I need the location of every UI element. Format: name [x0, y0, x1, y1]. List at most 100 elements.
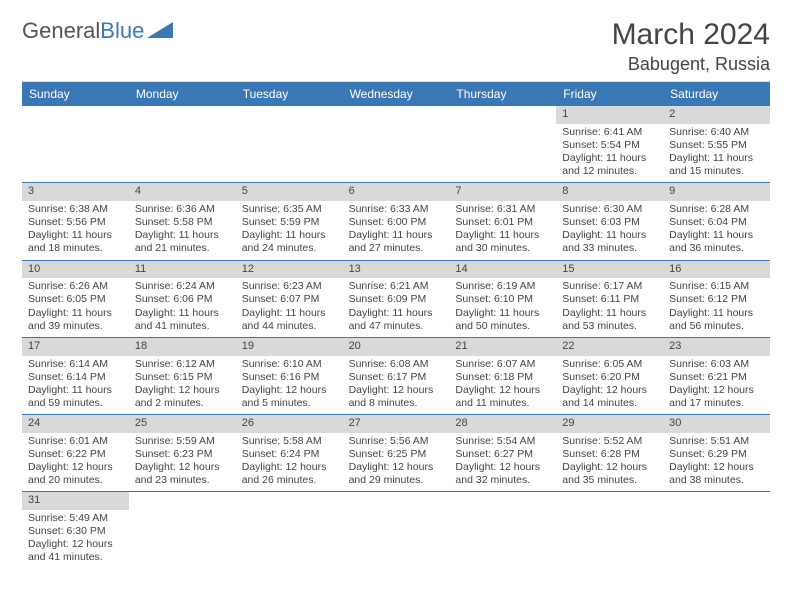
daylight-line: Daylight: 11 hours and 15 minutes. [669, 152, 764, 178]
sunset-line: Sunset: 6:29 PM [669, 448, 764, 461]
calendar-day-cell: 19Sunrise: 6:10 AMSunset: 6:16 PMDayligh… [236, 338, 343, 415]
daylight-line: Daylight: 12 hours and 2 minutes. [135, 384, 230, 410]
calendar-day-cell: 9Sunrise: 6:28 AMSunset: 6:04 PMDaylight… [663, 183, 770, 260]
calendar-day-cell: 21Sunrise: 6:07 AMSunset: 6:18 PMDayligh… [449, 338, 556, 415]
sunset-line: Sunset: 6:06 PM [135, 293, 230, 306]
sunrise-line: Sunrise: 6:26 AM [28, 280, 123, 293]
daylight-line: Daylight: 11 hours and 47 minutes. [349, 307, 444, 333]
calendar-day-cell: 18Sunrise: 6:12 AMSunset: 6:15 PMDayligh… [129, 338, 236, 415]
calendar-blank-cell [129, 106, 236, 183]
day-number: 27 [343, 415, 450, 433]
day-number: 15 [556, 261, 663, 279]
weekday-header: Tuesday [236, 82, 343, 106]
sunrise-line: Sunrise: 5:52 AM [562, 435, 657, 448]
sunset-line: Sunset: 6:27 PM [455, 448, 550, 461]
day-number: 22 [556, 338, 663, 356]
daylight-line: Daylight: 12 hours and 23 minutes. [135, 461, 230, 487]
weekday-header: Sunday [22, 82, 129, 106]
calendar-day-cell: 16Sunrise: 6:15 AMSunset: 6:12 PMDayligh… [663, 261, 770, 338]
logo-triangle-icon [147, 18, 173, 44]
daylight-line: Daylight: 11 hours and 53 minutes. [562, 307, 657, 333]
calendar-day-cell: 20Sunrise: 6:08 AMSunset: 6:17 PMDayligh… [343, 338, 450, 415]
daylight-line: Daylight: 11 hours and 56 minutes. [669, 307, 764, 333]
day-number: 11 [129, 261, 236, 279]
day-number: 4 [129, 183, 236, 201]
calendar-day-cell: 24Sunrise: 6:01 AMSunset: 6:22 PMDayligh… [22, 415, 129, 492]
sunrise-line: Sunrise: 6:33 AM [349, 203, 444, 216]
sunset-line: Sunset: 6:12 PM [669, 293, 764, 306]
sunrise-line: Sunrise: 6:30 AM [562, 203, 657, 216]
weekday-header: Friday [556, 82, 663, 106]
calendar-blank-cell [22, 106, 129, 183]
sunset-line: Sunset: 6:20 PM [562, 371, 657, 384]
sunset-line: Sunset: 5:54 PM [562, 139, 657, 152]
sunset-line: Sunset: 6:01 PM [455, 216, 550, 229]
day-number: 9 [663, 183, 770, 201]
day-number: 10 [22, 261, 129, 279]
sunset-line: Sunset: 6:30 PM [28, 525, 123, 538]
sunset-line: Sunset: 6:05 PM [28, 293, 123, 306]
calendar-day-cell: 6Sunrise: 6:33 AMSunset: 6:00 PMDaylight… [343, 183, 450, 260]
location: Babugent, Russia [612, 54, 770, 75]
daylight-line: Daylight: 12 hours and 29 minutes. [349, 461, 444, 487]
sunset-line: Sunset: 6:00 PM [349, 216, 444, 229]
sunrise-line: Sunrise: 6:24 AM [135, 280, 230, 293]
day-number: 18 [129, 338, 236, 356]
calendar-day-cell: 11Sunrise: 6:24 AMSunset: 6:06 PMDayligh… [129, 261, 236, 338]
day-number: 20 [343, 338, 450, 356]
day-number: 21 [449, 338, 556, 356]
header: GeneralBlue March 2024 Babugent, Russia [22, 18, 770, 75]
day-number: 29 [556, 415, 663, 433]
calendar-day-cell: 2Sunrise: 6:40 AMSunset: 5:55 PMDaylight… [663, 106, 770, 183]
daylight-line: Daylight: 11 hours and 30 minutes. [455, 229, 550, 255]
day-number: 30 [663, 415, 770, 433]
daylight-line: Daylight: 12 hours and 26 minutes. [242, 461, 337, 487]
sunset-line: Sunset: 5:55 PM [669, 139, 764, 152]
sunset-line: Sunset: 6:03 PM [562, 216, 657, 229]
sunrise-line: Sunrise: 6:31 AM [455, 203, 550, 216]
sunset-line: Sunset: 6:18 PM [455, 371, 550, 384]
sunset-line: Sunset: 6:22 PM [28, 448, 123, 461]
logo-text-1: General [22, 18, 100, 44]
calendar-day-cell: 26Sunrise: 5:58 AMSunset: 6:24 PMDayligh… [236, 415, 343, 492]
daylight-line: Daylight: 12 hours and 14 minutes. [562, 384, 657, 410]
sunrise-line: Sunrise: 6:05 AM [562, 358, 657, 371]
daylight-line: Daylight: 11 hours and 41 minutes. [135, 307, 230, 333]
calendar-day-cell: 12Sunrise: 6:23 AMSunset: 6:07 PMDayligh… [236, 261, 343, 338]
calendar-blank-cell [236, 106, 343, 183]
calendar-day-cell: 3Sunrise: 6:38 AMSunset: 5:56 PMDaylight… [22, 183, 129, 260]
month-title: March 2024 [612, 18, 770, 52]
sunrise-line: Sunrise: 6:10 AM [242, 358, 337, 371]
daylight-line: Daylight: 11 hours and 24 minutes. [242, 229, 337, 255]
sunset-line: Sunset: 6:25 PM [349, 448, 444, 461]
daylight-line: Daylight: 11 hours and 36 minutes. [669, 229, 764, 255]
sunrise-line: Sunrise: 5:54 AM [455, 435, 550, 448]
sunrise-line: Sunrise: 5:49 AM [28, 512, 123, 525]
sunrise-line: Sunrise: 6:38 AM [28, 203, 123, 216]
sunrise-line: Sunrise: 6:40 AM [669, 126, 764, 139]
calendar-day-cell: 4 Sunrise: 6:36 AMSunset: 5:58 PMDaylight… [129, 183, 236, 260]
day-number: 14 [449, 261, 556, 279]
day-number: 31 [22, 492, 129, 510]
calendar-day-cell: 13Sunrise: 6:21 AMSunset: 6:09 PMDayligh… [343, 261, 450, 338]
sunrise-line: Sunrise: 6:36 AM [135, 203, 230, 216]
calendar-day-cell: 23Sunrise: 6:03 AMSunset: 6:21 PMDayligh… [663, 338, 770, 415]
sunset-line: Sunset: 6:21 PM [669, 371, 764, 384]
sunrise-line: Sunrise: 5:59 AM [135, 435, 230, 448]
daylight-line: Daylight: 11 hours and 27 minutes. [349, 229, 444, 255]
day-number: 5 [236, 183, 343, 201]
weekday-header: Thursday [449, 82, 556, 106]
calendar-day-cell: 7Sunrise: 6:31 AMSunset: 6:01 PMDaylight… [449, 183, 556, 260]
daylight-line: Daylight: 11 hours and 21 minutes. [135, 229, 230, 255]
day-number: 25 [129, 415, 236, 433]
weekday-header: Wednesday [343, 82, 450, 106]
sunset-line: Sunset: 6:10 PM [455, 293, 550, 306]
sunset-line: Sunset: 5:58 PM [135, 216, 230, 229]
sunset-line: Sunset: 6:28 PM [562, 448, 657, 461]
daylight-line: Daylight: 12 hours and 35 minutes. [562, 461, 657, 487]
sunset-line: Sunset: 5:59 PM [242, 216, 337, 229]
sunset-line: Sunset: 5:56 PM [28, 216, 123, 229]
sunset-line: Sunset: 6:04 PM [669, 216, 764, 229]
sunset-line: Sunset: 6:07 PM [242, 293, 337, 306]
day-number: 28 [449, 415, 556, 433]
